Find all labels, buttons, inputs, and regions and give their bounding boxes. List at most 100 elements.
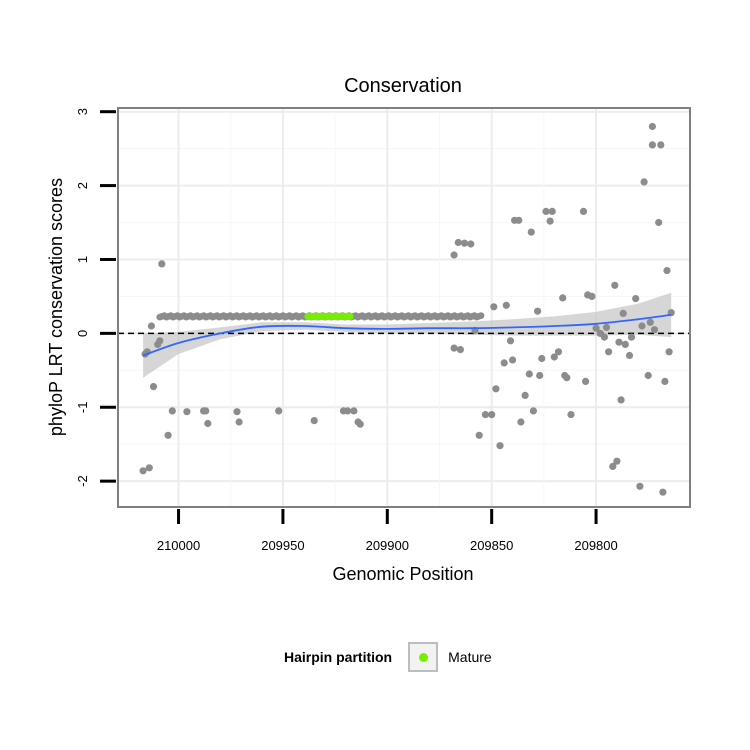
data-point: [665, 348, 673, 356]
data-point: [356, 420, 364, 428]
y-tick-label: -1: [75, 402, 90, 414]
data-point: [183, 408, 191, 416]
data-points: [139, 122, 675, 496]
data-point: [467, 240, 475, 248]
data-point: [659, 488, 667, 496]
data-point: [646, 318, 654, 326]
data-point: [145, 464, 153, 472]
data-point: [559, 294, 567, 302]
data-point: [638, 322, 646, 330]
data-point: [477, 312, 485, 319]
data-point: [450, 344, 458, 352]
legend-label-mature: Mature: [448, 649, 492, 665]
x-tick-label: 209950: [261, 538, 304, 553]
data-point: [310, 417, 318, 425]
x-tick-label: 210000: [157, 538, 200, 553]
data-point: [655, 218, 663, 227]
data-point: [650, 326, 659, 334]
legend-key: [408, 642, 439, 672]
data-point: [588, 292, 596, 300]
data-point: [548, 207, 556, 215]
data-point: [529, 407, 538, 415]
data-point: [156, 337, 164, 345]
data-point: [600, 333, 609, 341]
legend: Hairpin partition Mature: [284, 640, 492, 674]
data-point: [139, 467, 147, 475]
legend-mature-dot: [418, 652, 428, 662]
smooth-curve-layer: [142, 314, 672, 357]
data-point: [536, 371, 544, 380]
x-tick-label: 209850: [470, 538, 513, 553]
data-point: [149, 383, 158, 391]
data-point: [527, 228, 535, 236]
gridlines: [118, 108, 690, 507]
data-point: [450, 251, 458, 259]
data-point: [515, 216, 523, 224]
data-point: [640, 178, 648, 186]
data-point: [648, 141, 657, 149]
data-point: [350, 407, 358, 415]
y-tick-label: 1: [75, 256, 90, 263]
data-point: [502, 301, 510, 309]
data-point: [617, 396, 625, 404]
data-point: [636, 482, 644, 490]
data-point: [235, 418, 243, 426]
data-point: [613, 457, 621, 465]
x-axis-label: Genomic Position: [332, 564, 473, 584]
y-tick-label: 3: [75, 108, 90, 115]
y-axis: -2 -1 0 1 2 3: [75, 108, 116, 487]
data-point: [490, 303, 498, 311]
data-point: [582, 377, 590, 385]
data-point: [627, 333, 636, 341]
data-point: [644, 371, 652, 380]
data-point: [579, 207, 588, 215]
data-point: [454, 238, 462, 247]
confidence-ribbon: [143, 292, 672, 378]
data-point: [611, 281, 619, 289]
data-point: [508, 356, 517, 364]
legend-title: Hairpin partition: [284, 649, 393, 665]
data-point: [517, 418, 525, 426]
data-point: [521, 391, 529, 399]
panel-border: [117, 107, 691, 508]
data-point: [481, 411, 489, 419]
data-point: [456, 346, 464, 354]
data-point: [550, 353, 558, 361]
data-point: [542, 207, 550, 215]
data-point: [204, 419, 212, 428]
y-tick-label: 2: [75, 182, 90, 189]
data-point: [615, 338, 623, 346]
data-point: [488, 411, 496, 419]
data-point: [202, 407, 210, 415]
y-tick-label: 0: [75, 330, 90, 337]
data-point: [233, 408, 241, 416]
confidence-ribbon-layer: [143, 292, 672, 378]
data-point: [554, 348, 563, 356]
data-point: [621, 340, 629, 348]
data-point: [648, 122, 657, 131]
data-point: [506, 337, 515, 345]
y-tick-label: -2: [75, 475, 90, 487]
data-point: [475, 431, 483, 439]
data-point: [592, 324, 600, 332]
data-point: [619, 309, 627, 317]
data-point: [496, 442, 504, 450]
x-tick-label: 209900: [366, 538, 409, 553]
data-point: [563, 374, 571, 382]
data-point: [567, 411, 575, 419]
data-point: [605, 348, 613, 356]
data-point: [609, 462, 617, 470]
data-point: [632, 295, 640, 303]
data-point: [275, 407, 283, 415]
data-point: [164, 431, 172, 439]
data-point: [344, 407, 352, 415]
y-axis-label: phyloP LRT conservation scores: [46, 178, 66, 436]
data-point: [538, 354, 546, 363]
chart-title: Conservation: [344, 75, 462, 97]
x-axis: 210000 209950 209900 209850 209800: [157, 509, 618, 553]
data-point: [546, 217, 554, 225]
data-point: [602, 323, 611, 331]
data-point: [500, 359, 508, 367]
data-point: [147, 322, 155, 330]
